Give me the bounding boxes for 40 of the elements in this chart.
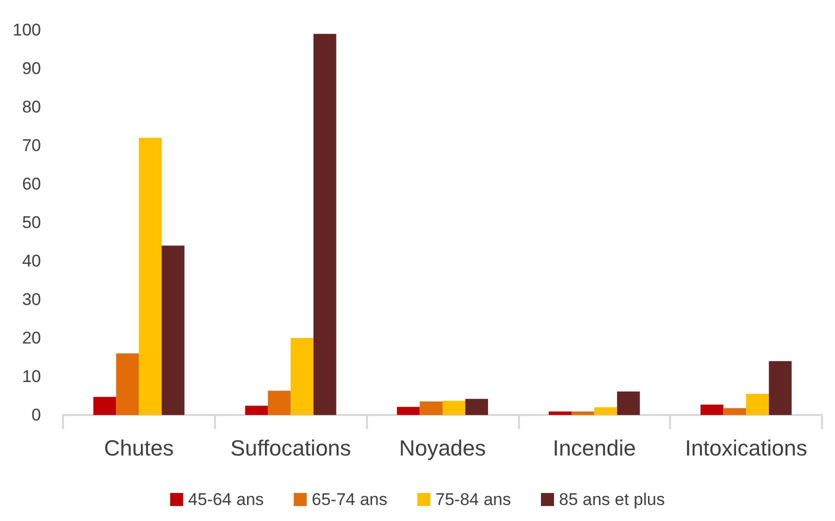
bar <box>162 246 184 415</box>
x-tick-label: Noyades <box>399 436 486 460</box>
bar <box>290 338 314 415</box>
bar <box>465 398 488 415</box>
x-tick-label: Suffocations <box>230 436 352 460</box>
bar <box>245 406 268 415</box>
y-tick-label: 100 <box>12 20 41 40</box>
legend-label: 75-84 ans <box>435 490 512 509</box>
bar <box>93 396 116 415</box>
y-tick-label: 0 <box>32 406 41 424</box>
bar <box>442 400 466 415</box>
y-tick-label: 80 <box>22 98 41 116</box>
bar <box>268 390 291 415</box>
y-tick-label: 60 <box>22 174 41 194</box>
y-tick-label: 50 <box>22 213 41 232</box>
bar <box>723 408 746 415</box>
bar <box>138 138 162 415</box>
bar <box>116 353 139 415</box>
x-tick-label: Incendie <box>552 436 636 460</box>
y-tick-label: 20 <box>22 328 41 348</box>
bar <box>768 361 792 415</box>
legend-label: 45-64 ans <box>188 490 264 509</box>
y-tick-label: 70 <box>22 136 41 155</box>
legend-label: 65-74 ans <box>312 490 388 509</box>
bar <box>594 407 618 415</box>
bar <box>313 34 336 415</box>
bar <box>396 406 420 415</box>
x-tick-label: Chutes <box>104 436 174 460</box>
y-tick-label: 40 <box>22 252 41 270</box>
bar <box>420 402 442 415</box>
bar <box>746 394 769 415</box>
bar <box>700 404 724 415</box>
y-tick-label: 10 <box>22 367 41 386</box>
x-tick-label: Intoxications <box>684 436 808 460</box>
bar <box>617 392 640 415</box>
y-tick-label: 90 <box>22 59 41 78</box>
bar <box>572 412 594 415</box>
bar <box>548 412 572 415</box>
y-tick-label: 30 <box>22 290 41 309</box>
legend-label: 85 ans et plus <box>558 490 665 509</box>
